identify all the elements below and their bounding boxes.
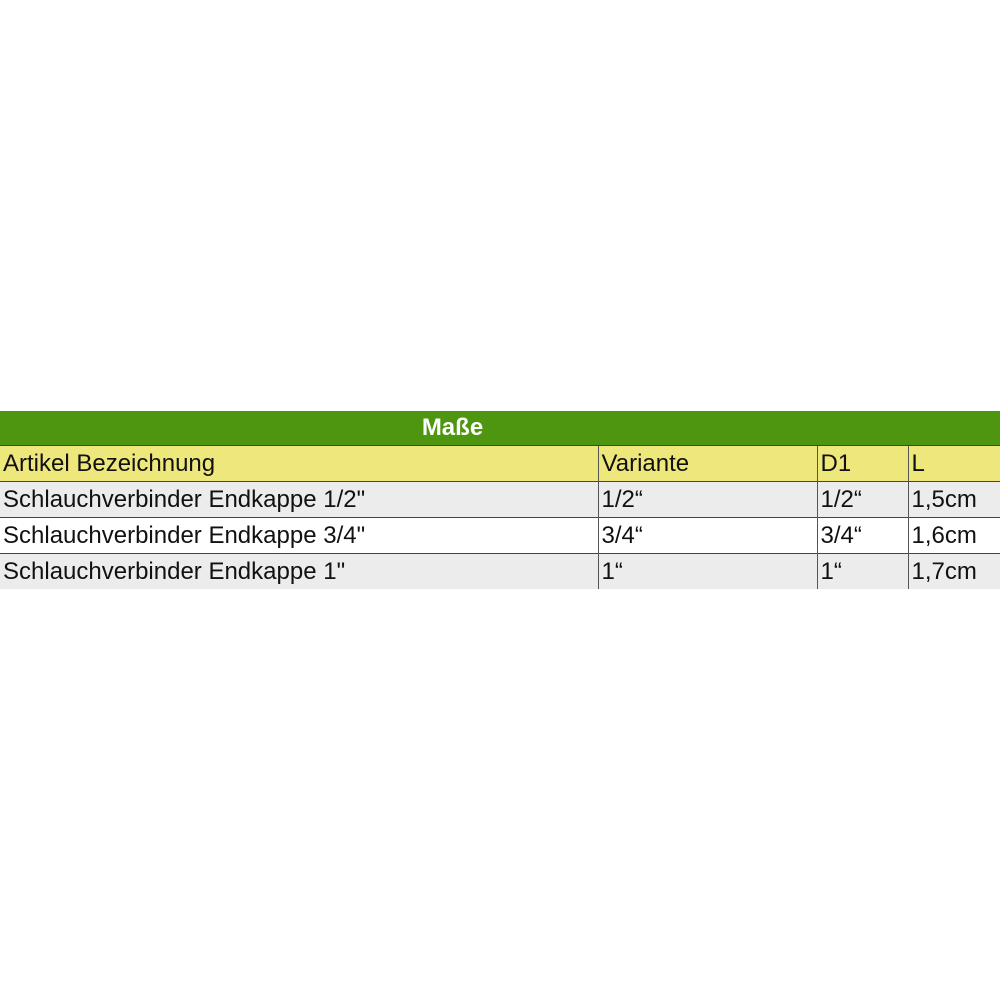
header-cell: Artikel Bezeichnung xyxy=(0,445,598,482)
header-cell: D1 xyxy=(816,445,908,482)
cell: 1/2“ xyxy=(816,481,908,518)
cell: 1“ xyxy=(597,553,817,589)
cell: 1,5cm xyxy=(907,481,1000,518)
table-row: Schlauchverbinder Endkappe 3/4" 3/4“ 3/4… xyxy=(0,517,1000,554)
table-title: Maße xyxy=(421,414,484,441)
table-row: Schlauchverbinder Endkappe 1" 1“ 1“ 1,7c… xyxy=(0,553,1000,589)
cell: 1/2“ xyxy=(597,481,817,518)
header-cell: Variante xyxy=(597,445,817,482)
cell: 3/4“ xyxy=(816,517,908,554)
header-cell: L xyxy=(907,445,1000,482)
table-title-bar: Maße xyxy=(0,411,1000,445)
cell: Schlauchverbinder Endkappe 1/2" xyxy=(0,481,598,518)
cell: 1,6cm xyxy=(907,517,1000,554)
cell: Schlauchverbinder Endkappe 1" xyxy=(0,553,598,589)
header-row: Artikel Bezeichnung Variante D1 L xyxy=(0,445,1000,482)
cell: 3/4“ xyxy=(597,517,817,554)
cell: Schlauchverbinder Endkappe 3/4" xyxy=(0,517,598,554)
table-row: Schlauchverbinder Endkappe 1/2" 1/2“ 1/2… xyxy=(0,481,1000,518)
cell: 1“ xyxy=(816,553,908,589)
dimensions-table: Maße Artikel Bezeichnung Variante D1 L S… xyxy=(0,411,1000,589)
cell: 1,7cm xyxy=(907,553,1000,589)
